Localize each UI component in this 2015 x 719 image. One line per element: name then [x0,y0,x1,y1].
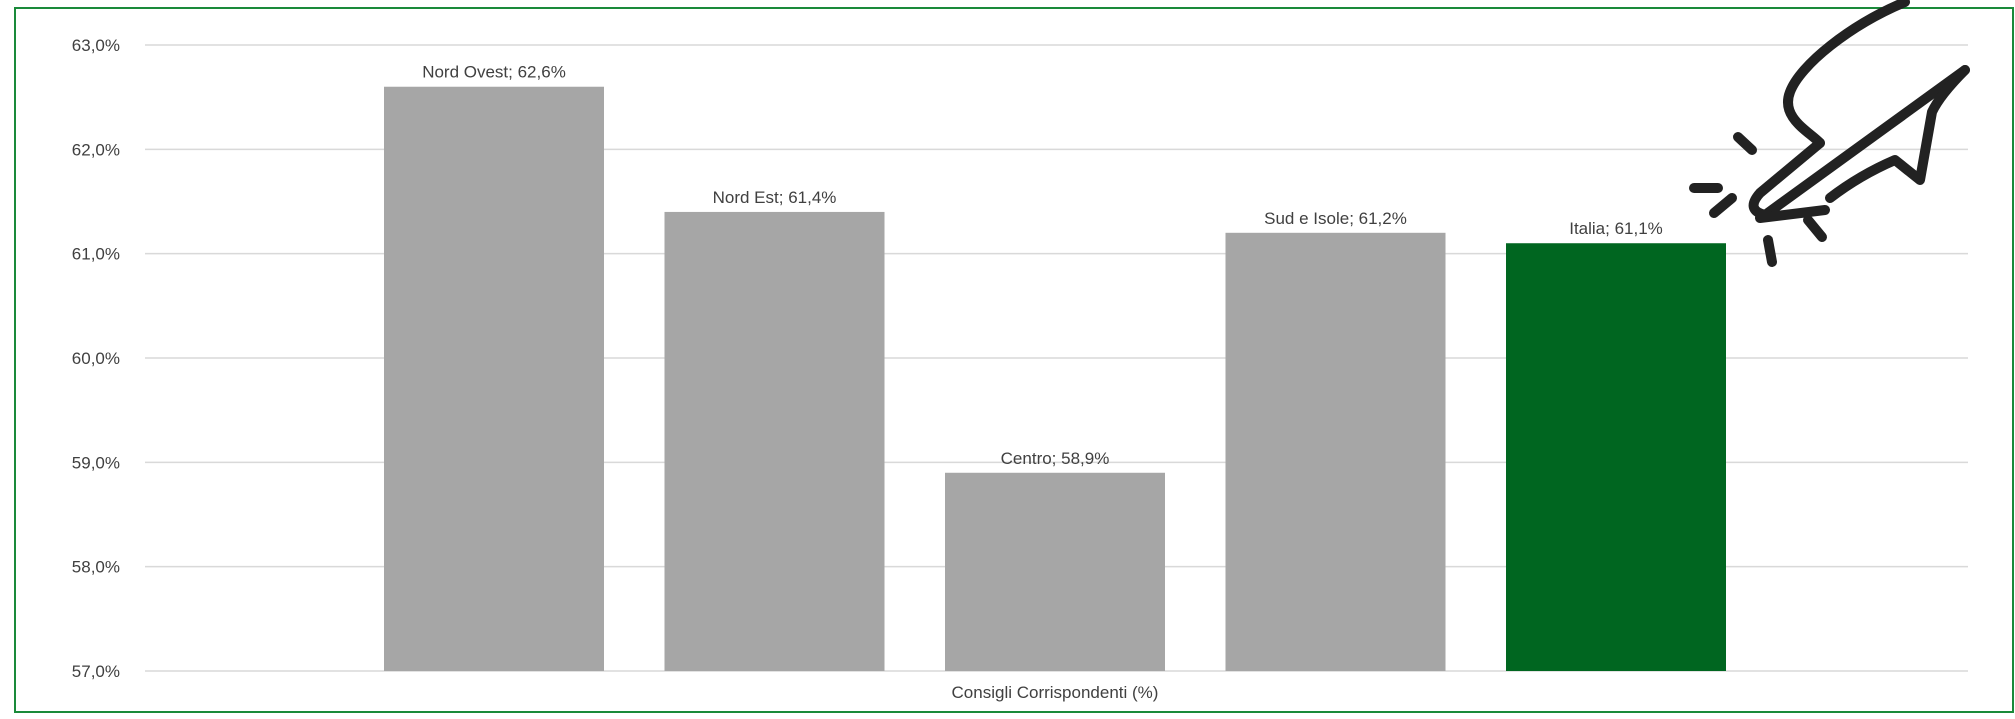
plug-icon [1689,0,1970,267]
data-label: Nord Est; 61,4% [713,188,837,207]
x-axis-label: Consigli Corrispondenti (%) [952,683,1159,702]
y-tick-label: 58,0% [72,558,120,577]
bar-nord-est [664,211,885,671]
bar-nord-ovest [384,86,604,671]
y-tick-label: 62,0% [72,140,120,159]
data-label: Italia; 61,1% [1569,219,1663,238]
bar-sud-e-isole [1225,232,1446,672]
y-tick-label: 57,0% [72,662,120,681]
bar-centro [945,472,1165,671]
data-label: Nord Ovest; 62,6% [422,63,566,82]
bars [384,86,1726,672]
y-axis-tick-labels: 57,0% 58,0% 59,0% 60,0% 61,0% 62,0% 63,0% [72,36,120,681]
y-tick-label: 61,0% [72,245,120,264]
y-tick-label: 60,0% [72,349,120,368]
data-labels: Nord Ovest; 62,6% Nord Est; 61,4% Centro; … [422,63,1663,468]
bar-italia [1506,243,1726,671]
y-tick-label: 63,0% [72,36,120,55]
data-label: Centro; 58,9% [1001,449,1110,468]
data-label: Sud e Isole; 61,2% [1264,209,1407,228]
y-tick-label: 59,0% [72,453,120,472]
